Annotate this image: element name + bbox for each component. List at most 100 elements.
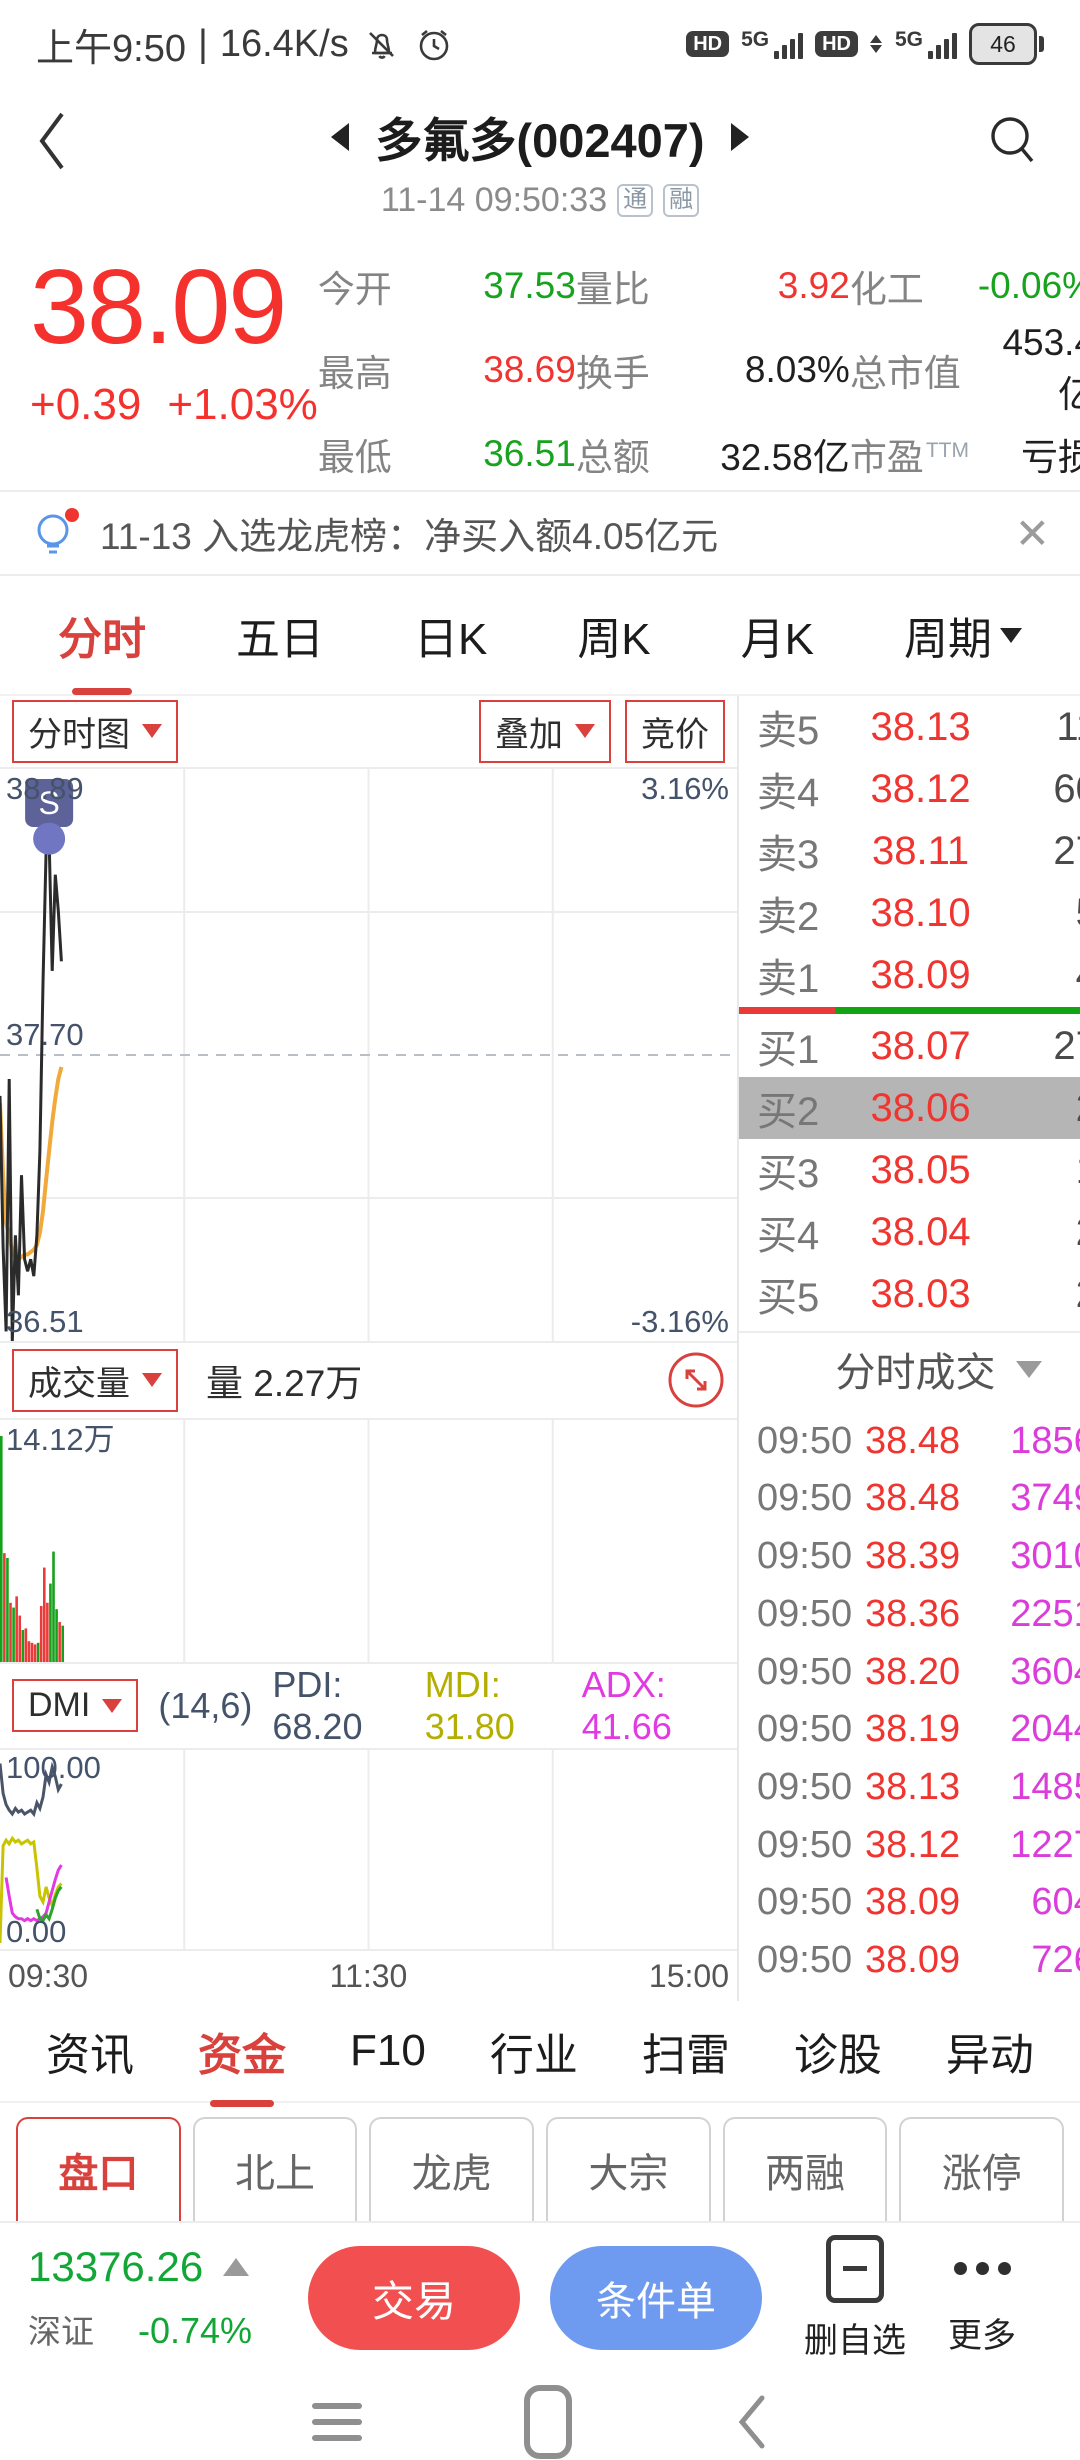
tab-月K[interactable]: 月K bbox=[740, 615, 815, 664]
tab-分时[interactable]: 分时 bbox=[58, 603, 146, 667]
level-volume: 59 bbox=[996, 891, 1080, 936]
level-label: 买5 bbox=[757, 1276, 820, 1320]
tick-row[interactable]: 09:50 38.09 726S bbox=[739, 1939, 1080, 1982]
ask-row[interactable]: 卖2 38.10 59 bbox=[739, 882, 1080, 944]
remove-watchlist-button[interactable]: 删自选 bbox=[804, 2234, 906, 2362]
sell-strength-bar bbox=[739, 1007, 835, 1014]
volume-chart[interactable]: 14.12万 bbox=[0, 1419, 737, 1662]
price-change: +0.39 bbox=[30, 380, 142, 430]
chip-涨停[interactable]: 涨停 bbox=[899, 2117, 1065, 2221]
stat-label: 总额 bbox=[575, 437, 650, 478]
level-volume: 272 bbox=[1053, 828, 1080, 873]
tab-五日[interactable]: 五日 bbox=[235, 615, 324, 664]
more-button[interactable]: 更多 bbox=[948, 2240, 1016, 2357]
search-icon[interactable] bbox=[982, 110, 1046, 174]
level-price: 38.10 bbox=[870, 890, 971, 935]
expand-icon[interactable] bbox=[667, 1351, 725, 1409]
dmi-indicator-dropdown[interactable]: DMI bbox=[12, 1679, 139, 1733]
period-tabs: 分时 五日 日K 周K 月K 周期 bbox=[0, 576, 1080, 696]
ask-row[interactable]: 卖5 38.13 119 bbox=[739, 696, 1080, 758]
stat-label: 化工 bbox=[849, 269, 924, 310]
stat-label: 市盈TTM bbox=[849, 437, 969, 478]
price-axis-bottom: 36.51 bbox=[6, 1303, 84, 1339]
bid-row[interactable]: 买1 38.07 271 bbox=[739, 1015, 1080, 1077]
dmi-chart[interactable]: 100.00 0.00 bbox=[0, 1750, 737, 1950]
chart-mode-dropdown[interactable]: 分时图 bbox=[12, 699, 178, 763]
stock-title: 多氟多(002407) bbox=[375, 114, 705, 167]
home-button[interactable] bbox=[524, 2384, 572, 2459]
tab-资讯[interactable]: 资讯 bbox=[46, 2031, 134, 2080]
tick-row[interactable]: 09:50 38.39 3010S bbox=[739, 1535, 1080, 1578]
tab-周K[interactable]: 周K bbox=[577, 615, 651, 664]
index-value: 13376.26 bbox=[28, 2243, 204, 2290]
tick-row[interactable]: 09:50 38.48 3749S bbox=[739, 1477, 1080, 1520]
tick-row[interactable]: 09:50 38.36 2251S bbox=[739, 1593, 1080, 1636]
nav-back-button[interactable] bbox=[734, 2392, 768, 2452]
tab-资金[interactable]: 资金 bbox=[198, 2019, 286, 2083]
tab-日K[interactable]: 日K bbox=[413, 615, 488, 664]
timeshare-chart-svg: S bbox=[0, 768, 737, 1341]
tab-周期[interactable]: 周期 bbox=[904, 603, 1022, 667]
tick-row[interactable]: 09:50 38.19 2044S bbox=[739, 1708, 1080, 1751]
tick-volume: 2251S bbox=[1010, 1592, 1080, 1635]
ask-row[interactable]: 卖1 38.09 49 bbox=[739, 944, 1080, 1006]
bid-row[interactable]: 买2 38.06 25 bbox=[739, 1077, 1080, 1139]
conditional-order-button[interactable]: 条件单 bbox=[550, 2246, 762, 2350]
timeshare-chart[interactable]: S 38.89 3.16% 37.70 36.51 -3.16% bbox=[0, 766, 737, 1343]
dmi-pdi-value: PDI: 68.20 bbox=[272, 1663, 363, 1747]
trade-button[interactable]: 交易 bbox=[308, 2246, 520, 2350]
tick-volume: 3604S bbox=[1010, 1650, 1080, 1693]
level-volume: 606 bbox=[1053, 766, 1080, 811]
chip-北上[interactable]: 北上 bbox=[192, 2117, 358, 2221]
chip-大宗[interactable]: 大宗 bbox=[546, 2117, 711, 2221]
tick-list-header[interactable]: 分时成交 bbox=[739, 1333, 1080, 1405]
status-time: 上午9:50 bbox=[36, 27, 186, 70]
chevron-down-icon bbox=[102, 1698, 123, 1713]
recents-button[interactable] bbox=[312, 2402, 362, 2441]
bid-row[interactable]: 买4 38.04 23 bbox=[739, 1201, 1080, 1263]
index-change-pct: -0.74% bbox=[138, 2310, 253, 2351]
tab-F10[interactable]: F10 bbox=[350, 2026, 426, 2075]
stat-value: 32.58亿 bbox=[720, 437, 850, 478]
tick-row[interactable]: 09:50 38.48 1856S bbox=[739, 1420, 1080, 1463]
tab-行业[interactable]: 行业 bbox=[489, 2031, 578, 2080]
collapse-arrow-icon[interactable] bbox=[223, 2258, 250, 2276]
back-button[interactable] bbox=[28, 106, 76, 176]
tick-row[interactable]: 09:50 38.13 1485S bbox=[739, 1766, 1080, 1809]
tick-price: 38.09 bbox=[865, 1939, 961, 1982]
overlay-dropdown[interactable]: 叠加 bbox=[479, 699, 611, 763]
chip-两融[interactable]: 两融 bbox=[722, 2117, 888, 2221]
stat-value: 36.51 bbox=[483, 433, 576, 474]
close-icon[interactable]: ✕ bbox=[1014, 509, 1050, 557]
volume-indicator-dropdown[interactable]: 成交量 bbox=[12, 1348, 178, 1412]
ellipsis-icon bbox=[953, 2240, 1011, 2298]
dmi-chart-svg bbox=[0, 1750, 554, 1950]
level-label: 卖2 bbox=[757, 895, 820, 939]
tick-price: 38.39 bbox=[865, 1535, 961, 1578]
index-quote[interactable]: 13376.26 深证 -0.74% bbox=[28, 2243, 278, 2353]
bid-row[interactable]: 买3 38.05 18 bbox=[739, 1139, 1080, 1201]
time-label-mid: 11:30 bbox=[329, 1957, 408, 1994]
prev-stock-arrow[interactable] bbox=[331, 122, 350, 151]
tab-异动[interactable]: 异动 bbox=[945, 2031, 1034, 2080]
tick-row[interactable]: 09:50 38.09 604S bbox=[739, 1881, 1080, 1924]
chip-盘口[interactable]: 盘口 bbox=[16, 2117, 181, 2221]
chevron-down-icon bbox=[1000, 627, 1022, 643]
tick-volume: 3749S bbox=[1010, 1477, 1080, 1520]
ask-row[interactable]: 卖3 38.11 272 bbox=[739, 820, 1080, 882]
ask-row[interactable]: 卖4 38.12 606 bbox=[739, 758, 1080, 820]
tab-扫雷[interactable]: 扫雷 bbox=[641, 2031, 730, 2080]
tick-row[interactable]: 09:50 38.12 1227S bbox=[739, 1824, 1080, 1867]
tick-time: 09:50 bbox=[757, 1535, 853, 1578]
news-banner[interactable]: 11-13 入选龙虎榜：净买入额4.05亿元 ✕ bbox=[0, 490, 1080, 576]
next-stock-arrow[interactable] bbox=[730, 122, 749, 151]
stat-label: 量比 bbox=[575, 269, 650, 310]
tick-volume: 1485S bbox=[1010, 1766, 1080, 1809]
tick-row[interactable]: 09:50 38.20 3604S bbox=[739, 1651, 1080, 1694]
bid-row[interactable]: 买5 38.03 21 bbox=[739, 1263, 1080, 1325]
android-nav-bar bbox=[0, 2373, 1080, 2460]
auction-button[interactable]: 竞价 bbox=[625, 699, 725, 763]
tick-list: 09:50 38.48 1856S 09:50 38.48 3749S 09:50 38.39… bbox=[739, 1405, 1080, 2001]
chip-龙虎[interactable]: 龙虎 bbox=[369, 2117, 535, 2221]
tab-诊股[interactable]: 诊股 bbox=[793, 2031, 882, 2080]
